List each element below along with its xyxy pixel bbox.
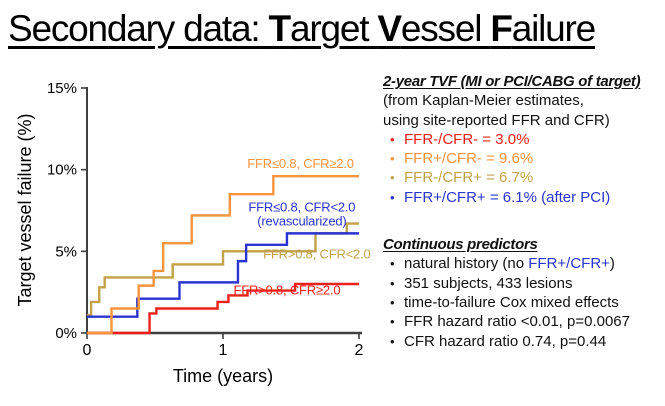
- slide-title: Secondary data: Target Vessel Failure: [8, 8, 597, 50]
- bullet-text-plain: time-to-failure Cox mixed effects: [404, 293, 619, 311]
- bullet-text-plain: FFR hazard ratio <0.01, p=0.0067: [404, 313, 630, 331]
- bullet-text-colored: FFR+/CFR+ = 6.1% (after PCI): [404, 188, 611, 206]
- curve-label-orange: FFR≤0.8, CFR≥2.0: [247, 156, 353, 171]
- title-text: Secondary data:: [8, 8, 269, 49]
- bullet-text-plain: ): [609, 255, 615, 273]
- bullet-text: FFR-/CFR+ = 6.7%: [404, 168, 533, 187]
- bullet-dot: •: [390, 151, 395, 167]
- title-bold-letter: T: [268, 8, 292, 49]
- title-text: ailure: [511, 8, 597, 49]
- predictors-bullet-list: • natural history (no FFR+/CFR+) • 351 subj…: [383, 254, 665, 350]
- bullet-text-colored: FFR-/CFR+ = 6.7%: [404, 169, 534, 187]
- curve-label-red: FFR>0.8, CFR≥2.0: [233, 283, 340, 298]
- panel-subline-2: using site-reported FFR and CFR): [383, 111, 610, 129]
- bullet-text-colored: FFR+/CFR- = 9.6%: [404, 150, 534, 168]
- curve-label-gold: FFR>0.8, CFR<2.0: [263, 247, 370, 262]
- km-chart: 0% 5% 10% 15% 0 1 2 Target vessel failure (%) Ti…: [15, 80, 371, 386]
- y-tick-label: 10%: [47, 162, 77, 179]
- title-bold-letter: F: [490, 8, 513, 49]
- notes-panel: 2-year TVF (MI or PCI/CABG of target) (f…: [383, 72, 665, 351]
- bullet-dot: •: [390, 256, 395, 272]
- bullet-text-plain: CFR hazard ratio 0.74, p=0.44: [404, 332, 607, 350]
- bullet-dot: •: [390, 170, 395, 186]
- bullet-dot: •: [390, 333, 395, 349]
- bullet-dot: •: [390, 275, 395, 291]
- bullet-text: natural history (no FFR+/CFR+): [404, 254, 615, 273]
- bullet-text-colored: FFR-/CFR- = 3.0%: [404, 130, 530, 148]
- title-bold-letter: V: [377, 8, 402, 49]
- bullet-text: FFR+/CFR+ = 6.1% (after PCI): [404, 188, 610, 207]
- tvf-rate-bullet: • FFR-/CFR- = 3.0%: [383, 130, 665, 149]
- curve-label-blue: (revascularized): [257, 213, 346, 228]
- title-text: essel: [400, 8, 491, 49]
- km-curve-blue: [87, 232, 359, 318]
- predictor-bullet: • FFR hazard ratio <0.01, p=0.0067: [383, 312, 665, 331]
- bullet-dot: •: [390, 294, 395, 310]
- bullet-text: FFR+/CFR- = 9.6%: [404, 149, 533, 168]
- y-tick-label: 15%: [47, 80, 77, 97]
- x-tick-label: 0: [83, 342, 92, 359]
- panel-subline-1: (from Kaplan-Meier estimates,: [383, 92, 584, 110]
- x-axis-title: Time (years): [173, 366, 273, 386]
- bullet-text: CFR hazard ratio 0.74, p=0.44: [404, 332, 606, 351]
- bullet-text-plain: 351 subjects, 433 lesions: [404, 274, 573, 292]
- x-tick-label: 2: [355, 342, 364, 359]
- bullet-text-plain: natural history (no: [404, 255, 529, 273]
- predictor-bullet: • CFR hazard ratio 0.74, p=0.44: [383, 332, 665, 351]
- panel-heading-continuous: Continuous predictors: [383, 236, 538, 254]
- y-tick-label: 0%: [55, 325, 77, 342]
- bullet-text: FFR hazard ratio <0.01, p=0.0067: [404, 312, 630, 331]
- y-tick-label: 5%: [55, 243, 77, 260]
- predictor-bullet: • 351 subjects, 433 lesions: [383, 274, 665, 293]
- predictor-bullet: • time-to-failure Cox mixed effects: [383, 293, 665, 312]
- tvf-rate-bullet: • FFR+/CFR- = 9.6%: [383, 149, 665, 168]
- km-curve-orange: [87, 175, 359, 335]
- bullet-dot: •: [390, 189, 395, 205]
- bullet-text-colored: FFR+/CFR+: [528, 255, 610, 273]
- bullet-text: time-to-failure Cox mixed effects: [404, 293, 619, 312]
- tvf-rate-bullet: • FFR+/CFR+ = 6.1% (after PCI): [383, 188, 665, 207]
- curve-label-blue: FFR≤0.8, CFR<2.0: [248, 199, 355, 214]
- bullet-text: 351 subjects, 433 lesions: [404, 274, 572, 293]
- bullet-text: FFR-/CFR- = 3.0%: [404, 130, 529, 149]
- bullet-dot: •: [390, 314, 395, 330]
- title-text: arget: [289, 8, 378, 49]
- tvf-rate-bullet: • FFR-/CFR+ = 6.7%: [383, 168, 665, 187]
- bullet-dot: •: [390, 131, 395, 147]
- y-axis-title: Target vessel failure (%): [15, 113, 35, 306]
- predictor-bullet: • natural history (no FFR+/CFR+): [383, 254, 665, 273]
- tvf-rate-bullet-list: • FFR-/CFR- = 3.0% • FFR+/CFR- = 9.6% • FFR-/…: [383, 130, 665, 207]
- x-tick-label: 1: [219, 342, 228, 359]
- panel-heading-tvf: 2-year TVF (MI or PCI/CABG of target): [383, 73, 641, 90]
- km-curve-red: [87, 282, 359, 335]
